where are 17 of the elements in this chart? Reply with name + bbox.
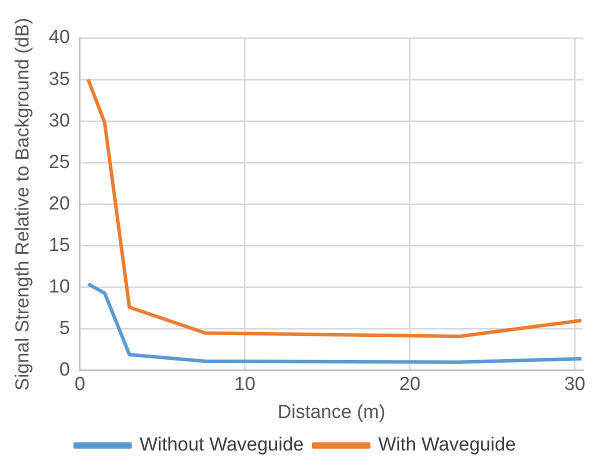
x-tick-label: 0 — [74, 374, 86, 396]
y-tick-label: 5 — [59, 318, 70, 340]
x-tick-label: 20 — [399, 374, 420, 396]
x-axis-title: Distance (m) — [278, 402, 386, 423]
x-tick-label: 10 — [234, 374, 256, 396]
y-tick-label: 20 — [48, 193, 70, 214]
y-tick-label: 30 — [48, 110, 70, 132]
y-tick-label: 25 — [48, 152, 70, 173]
y-tick-label: 15 — [48, 234, 70, 256]
y-tick-label: 0 — [59, 360, 70, 381]
legend-label: With Waveguide — [378, 434, 516, 456]
y-axis-title: Signal Strength Relative to Background (dB) — [12, 18, 34, 391]
y-tick-label: 35 — [48, 68, 70, 90]
x-tick-label: 30 — [564, 374, 586, 396]
legend-label: Without Waveguide — [140, 434, 304, 456]
y-tick-label: 40 — [48, 27, 70, 48]
y-tick-label: 10 — [48, 276, 70, 298]
